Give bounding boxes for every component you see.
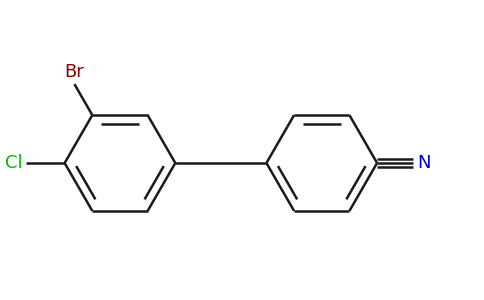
Text: N: N [417,154,431,172]
Text: Br: Br [64,63,84,81]
Text: Cl: Cl [5,154,22,172]
